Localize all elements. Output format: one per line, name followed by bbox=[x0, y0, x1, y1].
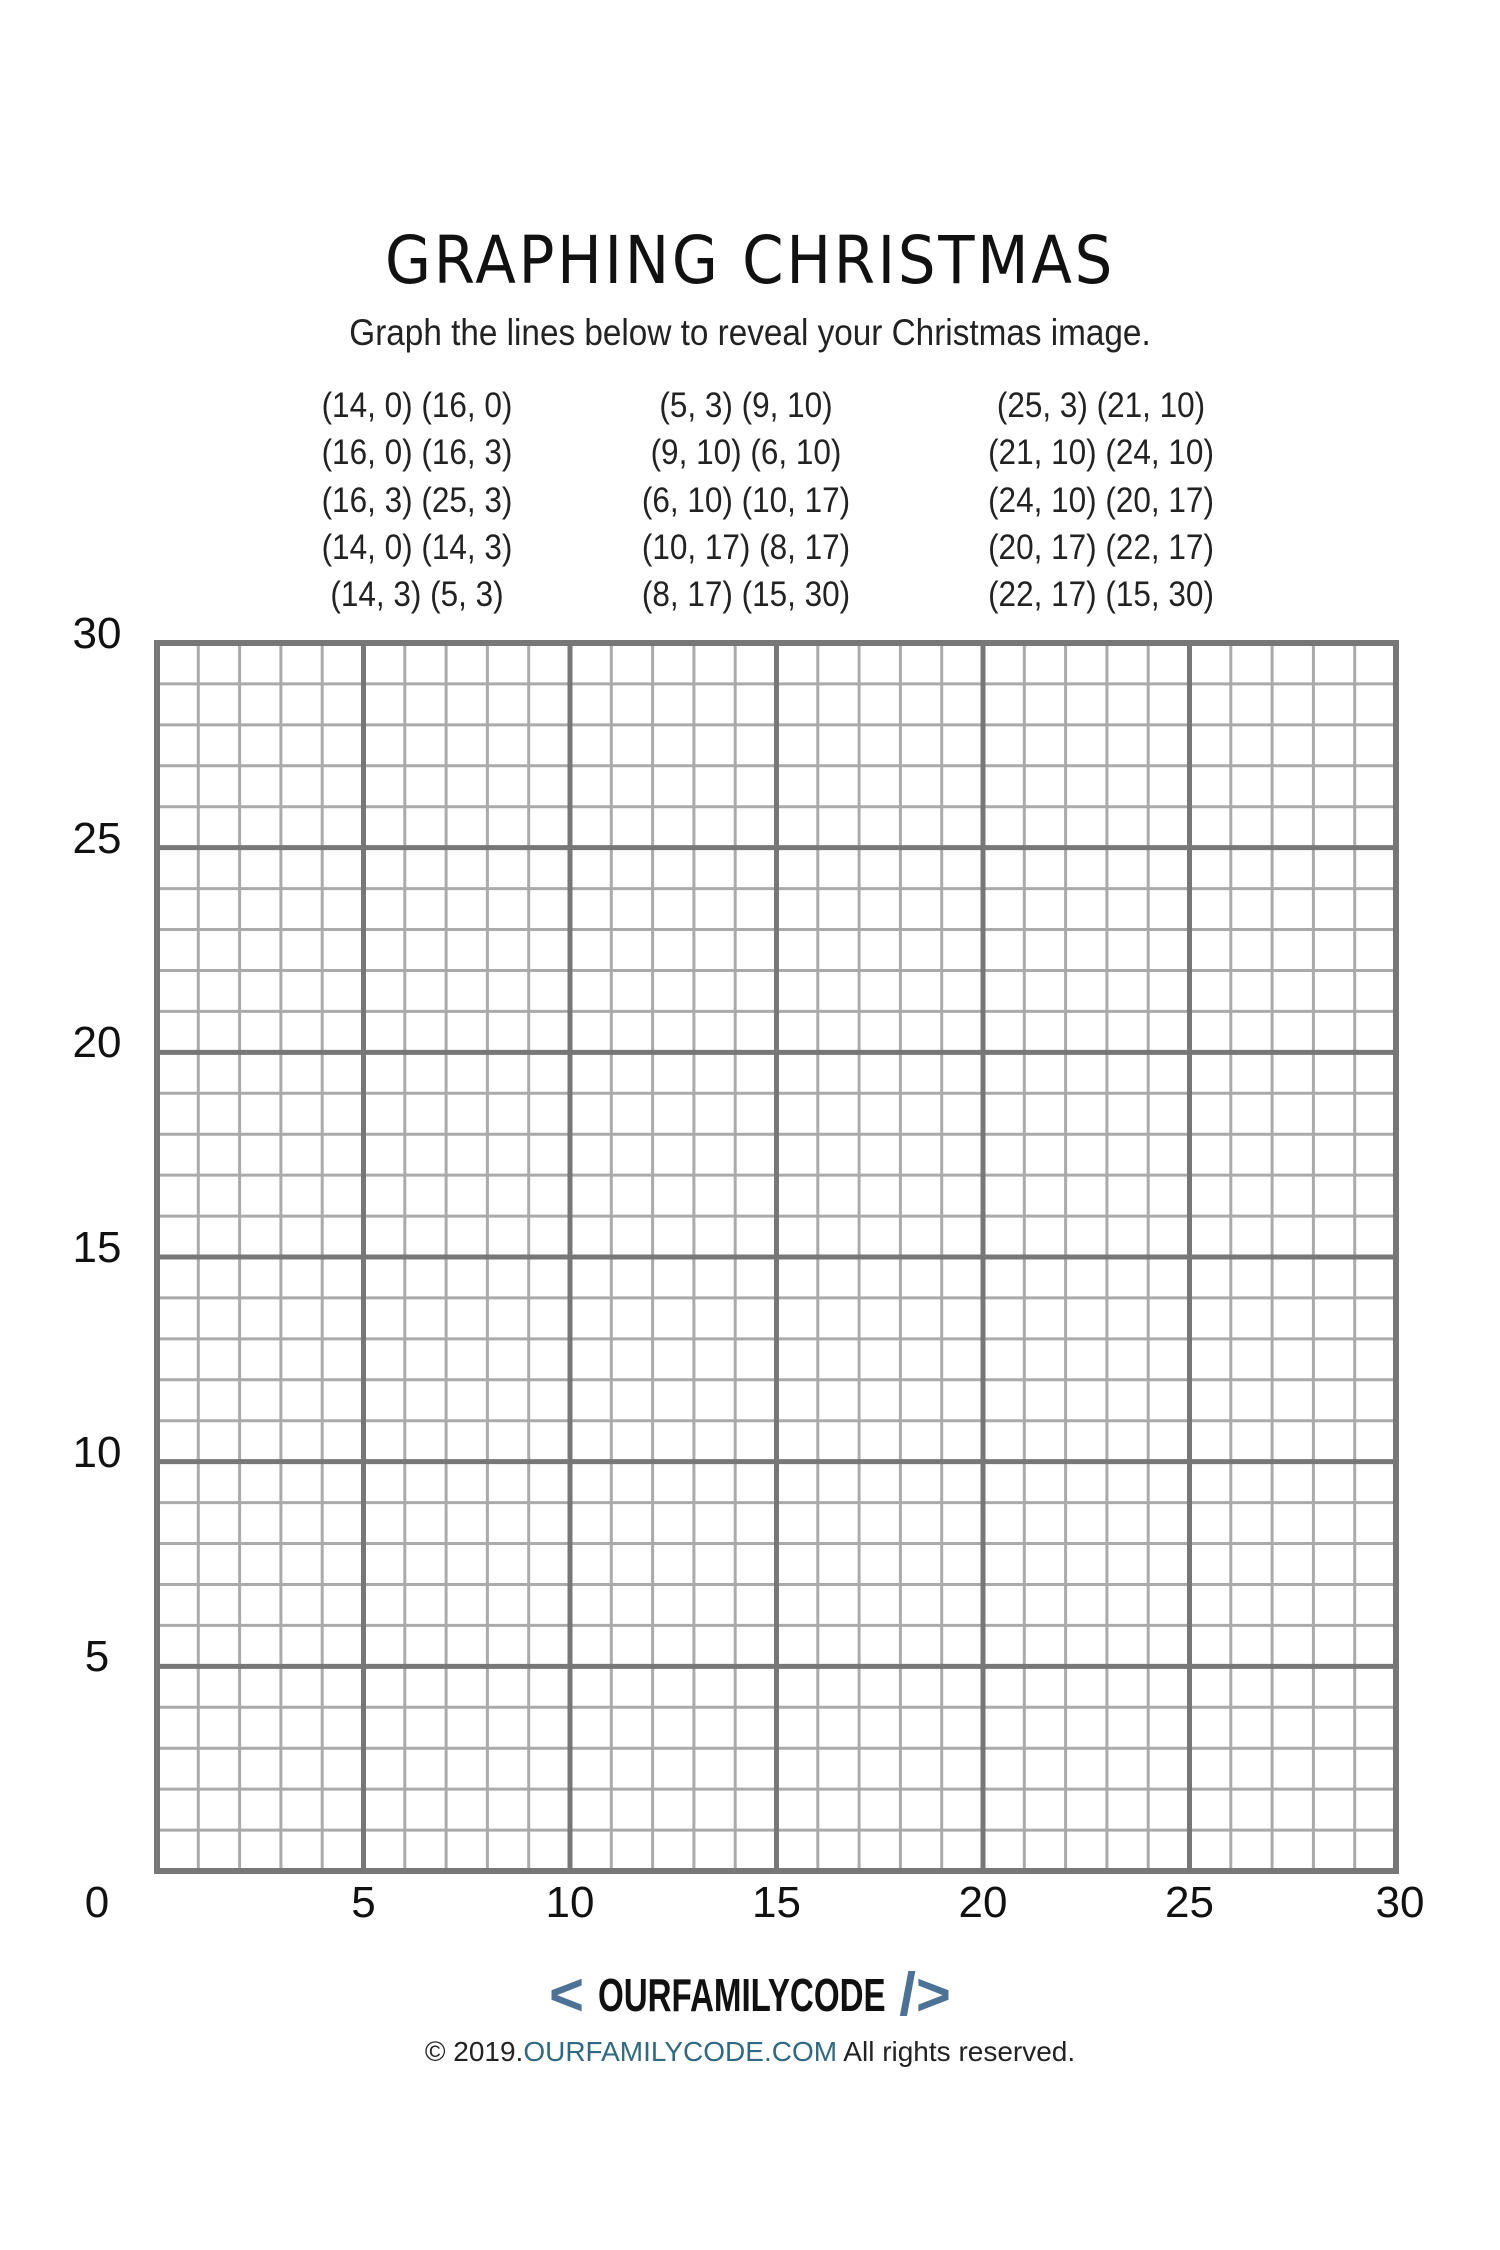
coordinate-column-2: (5, 3) (9, 10) (9, 10) (6, 10) (6, 10) (… bbox=[546, 382, 946, 618]
website-link[interactable]: OURFAMILYCODE.COM bbox=[523, 2036, 838, 2067]
rights-text: All rights reserved. bbox=[843, 2036, 1076, 2067]
coordinate-pair: (21, 10) (24, 10) bbox=[988, 433, 1214, 473]
logo-text: OURFAMILYCODE bbox=[597, 1969, 886, 2021]
x-tick-label: 25 bbox=[1165, 1878, 1214, 1927]
y-tick-label: 25 bbox=[72, 813, 122, 863]
coordinate-pair: (24, 10) (20, 17) bbox=[988, 480, 1214, 520]
x-tick-label: 30 bbox=[1375, 1878, 1425, 1927]
page-title: GRAPHING CHRISTMAS bbox=[384, 222, 1115, 299]
x-tick-label: 5 bbox=[351, 1878, 376, 1927]
logo-left-bracket-icon: < bbox=[549, 1961, 585, 2028]
y-tick-label: 20 bbox=[72, 1018, 122, 1068]
x-tick-label: 20 bbox=[958, 1878, 1008, 1927]
copyright-icon: © bbox=[424, 2036, 446, 2067]
grid-border bbox=[154, 640, 1399, 1874]
coordinate-column-3: (25, 3) (21, 10) (21, 10) (24, 10) (24, … bbox=[901, 382, 1301, 618]
logo: < OURFAMILYCODE /> bbox=[0, 1960, 1500, 2029]
coordinate-pair: (16, 3) (25, 3) bbox=[321, 480, 513, 520]
y-tick-label: 10 bbox=[72, 1427, 122, 1477]
coordinate-pair: (14, 0) (16, 0) bbox=[321, 386, 513, 425]
x-tick-label: 0 bbox=[84, 1878, 110, 1927]
copyright-year: 2019. bbox=[453, 2036, 524, 2067]
coordinate-pair: (14, 3) (5, 3) bbox=[330, 575, 504, 615]
x-tick-label: 10 bbox=[545, 1878, 595, 1927]
coordinate-pair: (6, 10) (10, 17) bbox=[641, 480, 851, 520]
logo-right-bracket-icon: /> bbox=[899, 1961, 951, 2028]
x-tick-label: 15 bbox=[752, 1878, 801, 1927]
coordinate-pair: (22, 17) (15, 30) bbox=[988, 575, 1214, 615]
copyright: © 2019.OURFAMILYCODE.COM All rights rese… bbox=[0, 2036, 1500, 2068]
y-tick-label: 15 bbox=[72, 1223, 122, 1272]
y-tick-label: 30 bbox=[72, 609, 122, 658]
coordinate-pair: (20, 17) (22, 17) bbox=[988, 527, 1214, 567]
y-tick-label: 5 bbox=[84, 1632, 110, 1682]
coordinate-pair: (5, 3) (9, 10) bbox=[659, 386, 833, 425]
coordinate-pair: (8, 17) (15, 30) bbox=[641, 575, 851, 615]
coordinate-pair: (10, 17) (8, 17) bbox=[641, 527, 851, 567]
coordinate-pair: (25, 3) (21, 10) bbox=[996, 386, 1206, 425]
coordinate-pair: (14, 0) (14, 3) bbox=[321, 527, 513, 567]
instructions: Graph the lines below to reveal your Chr… bbox=[349, 312, 1151, 353]
coordinate-column-1: (14, 0) (16, 0) (16, 0) (16, 3) (16, 3) … bbox=[217, 382, 617, 618]
coordinate-pair: (16, 0) (16, 3) bbox=[321, 433, 513, 473]
coordinate-pair: (9, 10) (6, 10) bbox=[650, 433, 842, 473]
